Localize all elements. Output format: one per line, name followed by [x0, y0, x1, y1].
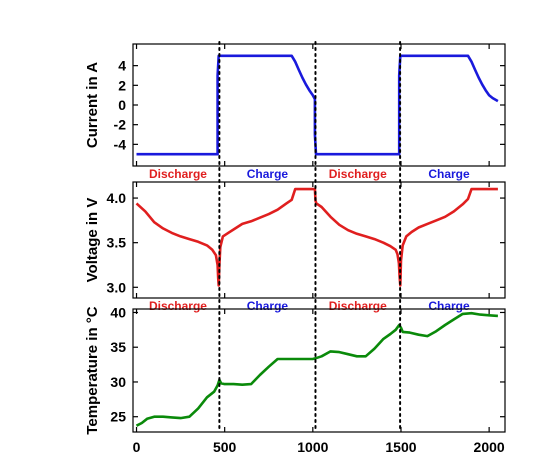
phase-label-discharge: Discharge	[149, 167, 207, 181]
y-axis-title: Voltage in V	[84, 198, 101, 283]
phase-label-charge: Charge	[247, 167, 289, 181]
phase-label-discharge: Discharge	[149, 299, 207, 313]
plot-frame	[132, 181, 506, 299]
y-tick-label: 30	[110, 374, 126, 390]
x-tick-label: 2000	[474, 439, 505, 455]
y-tick-label: 0	[118, 97, 126, 113]
plot-frame	[132, 43, 506, 167]
panel-1: -4 -2 0 2 4 Current in A Discharge Charge Discha…	[84, 43, 506, 181]
panel-2: 3.0 3.5 4.0 Voltage in V Discharge Charge Disc…	[84, 181, 506, 313]
y-tick-label: 4	[118, 58, 126, 74]
x-tick-label: 0	[133, 439, 141, 455]
y-axis-title: Temperature in °C	[84, 306, 101, 434]
y-tick-label: 4.0	[107, 190, 127, 206]
phase-label-discharge: Discharge	[329, 299, 387, 313]
data-line-1	[135, 187, 498, 287]
y-axis-title: Current in A	[84, 62, 101, 148]
x-tick-label: 500	[213, 439, 237, 455]
data-line-1	[135, 311, 498, 427]
plot-frame	[132, 308, 506, 433]
x-tick-label: 1500	[385, 439, 416, 455]
y-tick-label: 3.5	[107, 235, 127, 251]
panel-3: 25 30 35 40 Temperature in °C	[84, 304, 506, 435]
y-tick-label: 40	[110, 304, 126, 320]
phase-label-discharge: Discharge	[329, 167, 387, 181]
y-tick-label: 35	[110, 339, 126, 355]
y-tick-label: 3.0	[107, 279, 127, 295]
phase-label-charge: Charge	[428, 167, 470, 181]
y-tick-label: 2	[118, 77, 126, 93]
y-tick-label: 25	[110, 409, 126, 425]
x-tick-label: 1000	[297, 439, 328, 455]
y-tick-label: -2	[114, 117, 127, 133]
phase-label-charge: Charge	[428, 299, 470, 313]
y-tick-label: -4	[114, 136, 127, 152]
phase-label-charge: Charge	[247, 299, 289, 313]
data-line-1	[136, 54, 499, 156]
